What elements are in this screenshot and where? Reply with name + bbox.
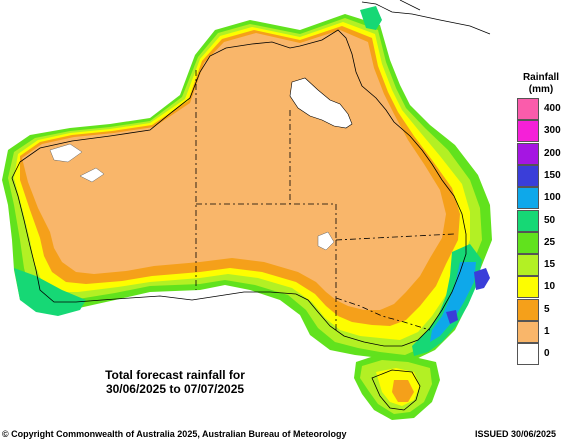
forecast-title-line1: Total forecast rainfall for <box>105 368 245 382</box>
lake-wa-2 <box>49 143 83 163</box>
legend-label-50: 50 <box>544 214 556 226</box>
legend-swatch-15 <box>517 254 539 277</box>
legend-label-100: 100 <box>544 192 561 204</box>
legend-label-400: 400 <box>544 103 561 114</box>
legend-swatch-400 <box>517 98 539 120</box>
legend-swatch-0 <box>517 343 539 366</box>
forecast-title-line2: 30/06/2025 to 07/07/2025 <box>105 382 245 396</box>
legend-label-15: 15 <box>544 259 556 271</box>
rainfall-map-svg <box>2 0 492 420</box>
rain-band-5-tasmania <box>392 380 414 402</box>
legend-swatch-10 <box>517 276 539 299</box>
legend-title: Rainfall <box>522 72 560 83</box>
legend-label-10: 10 <box>544 281 556 293</box>
legend-swatch-100 <box>517 187 539 210</box>
legend-label-1: 1 <box>544 326 550 337</box>
rain-band-50-southwest <box>14 268 86 316</box>
issued-date: ISSUED 30/06/2025 <box>474 429 556 439</box>
papua-coastline <box>361 0 491 35</box>
mainland-coastline <box>11 29 467 347</box>
legend-swatch-200 <box>517 142 539 165</box>
copyright-text: © Copyright Commonwealth of Australia 20… <box>2 429 347 439</box>
gulf-of-carpentaria <box>289 77 353 129</box>
legend-unit: (mm) <box>528 84 554 95</box>
legend-swatch-5 <box>517 298 539 321</box>
rainfall-legend: Rainfall (mm) 400 300 200 150 100 50 25 15 10 5 1 0 <box>512 70 570 380</box>
legend-swatch-50 <box>517 209 539 232</box>
rain-band-100-east <box>430 262 476 342</box>
legend-swatch-25 <box>517 231 539 254</box>
legend-label-0: 0 <box>544 348 550 360</box>
forecast-title: Total forecast rainfall for 30/06/2025 t… <box>80 368 270 396</box>
rain-band-150-east-south <box>446 310 458 324</box>
lake-eyre <box>317 231 335 251</box>
legend-swatch-150 <box>517 164 539 187</box>
border-qld-nsw <box>335 233 455 241</box>
legend-swatch-300 <box>517 120 539 143</box>
rain-band-150-east <box>474 268 490 290</box>
border-nsw-vic <box>335 297 431 331</box>
legend-swatch-1 <box>517 321 539 343</box>
tasmania-coastline <box>371 369 421 411</box>
legend-label-5: 5 <box>544 303 550 315</box>
legend-label-25: 25 <box>544 236 556 248</box>
lake-wa-1 <box>79 167 105 183</box>
legend-label-300: 300 <box>544 125 561 137</box>
rain-band-50-north <box>360 6 382 30</box>
legend-label-200: 200 <box>544 147 561 159</box>
legend-label-150: 150 <box>544 169 561 181</box>
rainfall-map <box>2 0 492 420</box>
state-borders <box>195 70 455 331</box>
